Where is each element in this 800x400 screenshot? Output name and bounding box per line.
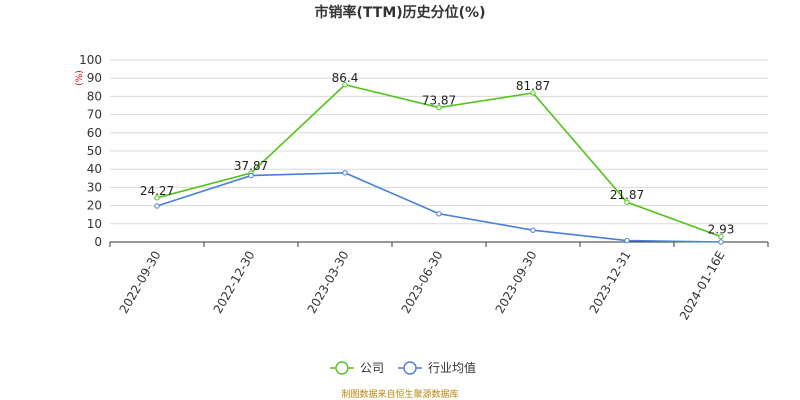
y-tick-label: 30 xyxy=(87,180,102,194)
data-point xyxy=(530,90,536,96)
data-point xyxy=(248,172,254,179)
data-point xyxy=(154,203,160,209)
y-tick-label: 100 xyxy=(79,53,102,67)
x-tick-label: 2022-09-30 xyxy=(117,249,164,316)
x-axis: 2022-09-30 2022-12-30 2023-03-30 2023-06-30… xyxy=(109,241,769,323)
source-note: 制图数据来自恒生聚源数据库 xyxy=(341,388,458,400)
data-point xyxy=(154,195,160,201)
legend-swatch-marker xyxy=(403,361,417,375)
data-label: 2.93 xyxy=(708,223,735,237)
y-tick-label: 70 xyxy=(87,108,102,122)
legend-label: 行业均值 xyxy=(428,360,476,375)
data-label: 37.87 xyxy=(234,159,268,173)
data-point xyxy=(624,199,630,205)
x-tick-label: 2023-12-31 xyxy=(587,249,634,316)
data-point xyxy=(530,227,536,233)
data-point xyxy=(718,239,724,245)
y-tick-label: 0 xyxy=(94,235,102,249)
grid-lines xyxy=(110,59,768,243)
legend-swatch-marker xyxy=(335,361,349,375)
data-label: 81.87 xyxy=(516,79,550,93)
chart-title: 市销率(TTM)历史分位(%) xyxy=(315,4,486,21)
data-point xyxy=(718,233,724,240)
x-tick-label: 2023-06-30 xyxy=(399,249,446,316)
data-point xyxy=(342,82,348,88)
y-tick-label: 10 xyxy=(87,217,102,231)
x-tick-label: 2023-03-30 xyxy=(305,249,352,316)
data-label: 73.87 xyxy=(422,94,456,108)
legend: 公司 行业均值 xyxy=(330,360,476,375)
data-point xyxy=(624,237,630,244)
data-point xyxy=(436,104,442,111)
x-tick-label: 2022-12-30 xyxy=(211,249,258,316)
y-tick-label: 60 xyxy=(87,126,102,140)
y-tick-label: 50 xyxy=(87,144,102,158)
data-labels: 24.27 37.87 86.4 73.87 81.87 21.87 2.93 xyxy=(140,71,735,237)
y-tick-label: 40 xyxy=(87,162,102,176)
data-label: 24.27 xyxy=(140,184,174,198)
data-point xyxy=(436,211,442,217)
y-axis-unit: (%) xyxy=(75,70,85,86)
data-point xyxy=(342,170,348,176)
series-lines xyxy=(154,82,724,245)
y-tick-label: 20 xyxy=(87,199,102,213)
y-tick-label: 80 xyxy=(87,89,102,103)
data-label: 86.4 xyxy=(332,71,359,85)
x-tick-label: 2024-01-16E xyxy=(677,249,728,323)
data-label: 21.87 xyxy=(610,188,644,202)
y-axis-ticks: 0 10 20 30 40 50 60 70 80 90 100 xyxy=(79,53,102,249)
series-line xyxy=(156,172,722,243)
x-tick-label: 2023-09-30 xyxy=(493,249,540,316)
legend-label: 公司 xyxy=(360,361,384,375)
y-tick-label: 90 xyxy=(87,71,102,85)
